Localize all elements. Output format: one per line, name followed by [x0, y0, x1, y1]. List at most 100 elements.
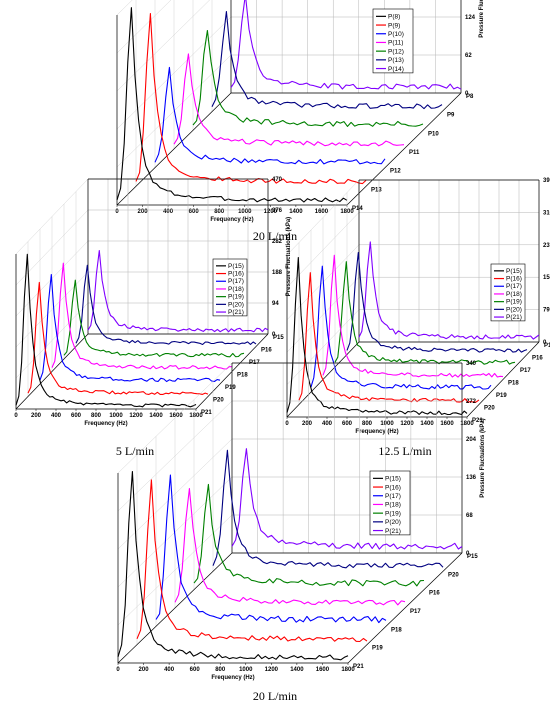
- series-line: [15, 253, 197, 408]
- x-axis-label: Frequency (Hz): [84, 421, 127, 427]
- legend-label: P(21): [385, 528, 401, 535]
- x-tick-label: 200: [139, 667, 150, 673]
- x-tick-label: 400: [51, 413, 62, 419]
- chart-1: 0 200 400 600 800 1000 1200 1400 1600 1800 Frequen…: [115, 0, 485, 243]
- grid-line-side: [117, 400, 233, 512]
- axes-frame: [117, 362, 463, 664]
- series-line: [136, 479, 368, 643]
- x-tick-label: 600: [342, 421, 353, 427]
- legend-label: P(14): [388, 66, 404, 73]
- x-tick-label: 200: [302, 421, 313, 427]
- grid-line-side: [286, 277, 360, 353]
- grid-line-side: [117, 362, 233, 474]
- depth-labels: P21 P19 P18 P17 P16 P20 P15: [353, 554, 478, 670]
- series-line: [117, 470, 349, 661]
- series-line: [211, 11, 443, 110]
- legend-label: P(19): [228, 294, 244, 301]
- series-line: [51, 262, 232, 370]
- chart-caption: 5 L/min: [116, 444, 154, 458]
- x-axis-label: Frequency (Hz): [210, 217, 253, 223]
- legend-label: P(13): [388, 57, 404, 64]
- legend-label: P(17): [506, 283, 522, 290]
- z-axis-label: Pressure Fluctuations (kPa): [480, 418, 486, 497]
- depth-label: P14: [352, 206, 363, 212]
- x-tick-label: 1000: [238, 209, 252, 215]
- legend: P(15)P(16)P(17)P(18)P(19)P(20)P(21): [490, 263, 526, 322]
- depth-label: P21: [472, 418, 483, 424]
- legend-label: P(18): [385, 502, 401, 509]
- series-line: [192, 29, 424, 127]
- z-tick-label: 124: [465, 15, 476, 21]
- depth-label: P11: [409, 150, 420, 156]
- x-tick-label: 1200: [264, 209, 278, 215]
- x-tick-labels: 0 200 400 600 800 1000 1200 1400 1600 1800: [116, 663, 355, 673]
- legend-label: P(17): [385, 493, 401, 500]
- depth-label: P21: [201, 410, 212, 416]
- series-line: [310, 265, 492, 390]
- x-tick-label: 1000: [239, 667, 253, 673]
- legend-label: P(20): [506, 306, 522, 313]
- z-tick-label: 282: [272, 239, 283, 245]
- z-tick-label: 94: [272, 301, 279, 307]
- z-tick-labels: 0 94 188 282 376 470: [272, 177, 283, 338]
- grid-line-side: [15, 178, 89, 255]
- legend-label: P(17): [228, 278, 244, 285]
- z-tick-label: 340: [466, 361, 477, 367]
- legend-label: P(12): [388, 48, 404, 55]
- x-tick-label: 1800: [341, 667, 355, 673]
- legend-box: [212, 258, 248, 317]
- series-line: [298, 272, 480, 403]
- x-tick-label: 1800: [460, 421, 474, 427]
- x-tick-label: 1800: [189, 413, 203, 419]
- series-line: [154, 66, 386, 165]
- depth-label: P15: [467, 554, 478, 560]
- series-line: [173, 53, 405, 147]
- x-tick-label: 1800: [340, 209, 354, 215]
- axis-line: [15, 333, 89, 410]
- z-tick-label: 0: [466, 551, 470, 557]
- x-tick-label: 1200: [265, 667, 279, 673]
- z-tick-label: 79: [543, 308, 550, 314]
- legend-label: P(15): [385, 476, 401, 483]
- x-tick-label: 1600: [169, 413, 183, 419]
- x-tick-label: 400: [163, 209, 174, 215]
- series-line: [193, 483, 425, 587]
- series-line: [230, 0, 462, 90]
- x-tick-label: 800: [362, 421, 373, 427]
- depth-label: P18: [508, 381, 519, 387]
- x-tick-label: 800: [215, 667, 226, 673]
- x-tick-label: 0: [115, 209, 119, 215]
- axis-line: [116, 92, 232, 206]
- legend-label: P(21): [506, 314, 522, 321]
- legend-label: P(16): [385, 484, 401, 491]
- series-line: [174, 488, 406, 606]
- z-tick-label: 62: [465, 53, 472, 59]
- legend-label: P(9): [388, 22, 400, 29]
- axis-line: [347, 552, 463, 664]
- z-tick-labels: 062124186248310: [465, 15, 476, 97]
- z-tick-label: 376: [272, 208, 283, 214]
- chart-3: 0 200 400 600 800 1000 1200 1400 1600 1800 Frequen…: [285, 178, 550, 458]
- z-tick-labels: 0 68 136 204 272 340: [466, 361, 477, 557]
- series-line: [135, 13, 367, 185]
- series-line: [358, 241, 540, 340]
- depth-label: P19: [372, 646, 383, 652]
- series-line: [346, 252, 528, 353]
- x-tick-label: 600: [190, 667, 201, 673]
- z-tick-label: 0: [272, 332, 276, 338]
- grid-line-side: [117, 438, 233, 550]
- x-tick-label: 1000: [109, 413, 123, 419]
- legend: P(8)P(9) P(10) P(11)P(12) P(13) P(14): [372, 8, 414, 74]
- x-tick-label: 600: [189, 209, 200, 215]
- depth-label: P19: [496, 393, 507, 399]
- depth-label: P10: [428, 131, 439, 137]
- x-tick-labels: 0 200 400 600 800 1000 1200 1400 1600 1800: [14, 409, 203, 419]
- x-tick-label: 1400: [290, 667, 304, 673]
- legend-box: [369, 470, 411, 536]
- grid-line-side: [15, 302, 89, 379]
- depth-label: P8: [466, 94, 474, 100]
- x-tick-labels: 0 200 400 600 800 1000 1200 1400 1600 1800: [285, 417, 474, 427]
- depth-label: P15: [273, 335, 284, 341]
- depth-label: P18: [391, 627, 402, 633]
